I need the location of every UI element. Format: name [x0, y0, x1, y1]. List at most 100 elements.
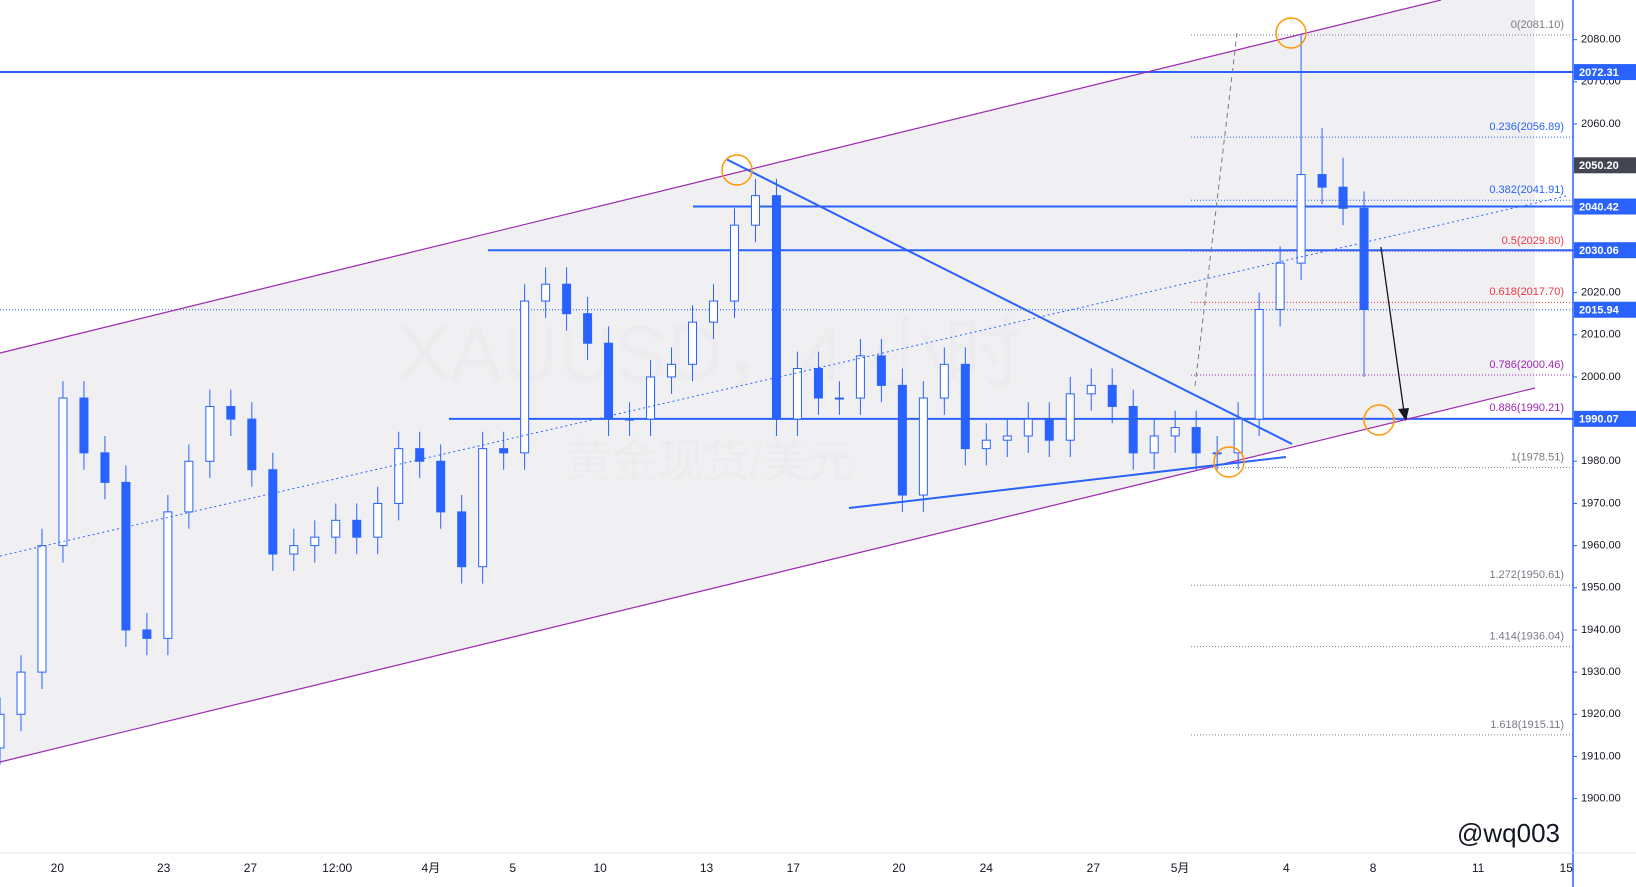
candle-body	[876, 355, 886, 386]
candle-body	[226, 405, 236, 420]
x-tick-label: 27	[244, 861, 258, 875]
y-tick-label: 1930.00	[1581, 666, 1621, 678]
fib-label: 0.618(2017.70)	[1489, 286, 1564, 298]
price-tag	[1574, 301, 1636, 318]
fib-label: 1.272(1950.61)	[1489, 569, 1564, 581]
x-tick-label: 20	[892, 861, 906, 875]
signature: @wq003	[1457, 818, 1560, 848]
y-tick-label: 1950.00	[1581, 582, 1621, 594]
y-tick-label: 2010.00	[1581, 329, 1621, 341]
x-tick-label: 15	[1560, 861, 1574, 875]
candle-body	[1086, 384, 1096, 395]
price-tag-label: 2015.94	[1579, 305, 1620, 317]
candle-body	[310, 536, 320, 547]
y-tick-label: 2020.00	[1581, 287, 1621, 299]
y-tick-label: 2000.00	[1581, 371, 1621, 383]
price-tag	[1574, 410, 1636, 427]
price-axis-bg	[1573, 0, 1636, 887]
candle-body	[121, 481, 131, 631]
candle-body	[1338, 186, 1348, 209]
price-tag	[1574, 242, 1636, 259]
x-tick-label: 5月	[1171, 861, 1190, 875]
candle-body	[729, 224, 739, 302]
trendline-down	[725, 158, 1293, 445]
candle-body	[646, 376, 656, 420]
watermark-sub: 黄金现货/美元	[566, 435, 855, 487]
fib-label: 0(2081.10)	[1511, 19, 1564, 31]
price-tag	[1574, 64, 1636, 81]
candle-body	[1128, 405, 1138, 454]
trendline-up	[848, 456, 1287, 509]
candle-body	[1296, 174, 1306, 264]
candle-body	[792, 368, 802, 420]
y-tick-label: 1970.00	[1581, 497, 1621, 509]
x-tick-label: 8	[1370, 861, 1377, 875]
candle-body	[1254, 308, 1264, 420]
x-tick-label: 27	[1087, 861, 1101, 875]
candle-body	[1170, 427, 1180, 437]
fib-label: 0.786(2000.46)	[1489, 359, 1564, 371]
candle-body	[37, 545, 47, 673]
candle-body	[583, 313, 593, 344]
y-tick-label: 1920.00	[1581, 708, 1621, 720]
candle-body	[688, 321, 698, 365]
x-tick-label: 4月	[422, 861, 441, 875]
candle-body	[205, 405, 215, 462]
x-tick-label: 20	[51, 861, 65, 875]
candle-body	[709, 300, 719, 323]
candle-body	[142, 629, 152, 639]
candle-body	[0, 713, 5, 749]
x-tick-label: 17	[787, 861, 801, 875]
y-tick-label: 1960.00	[1581, 540, 1621, 552]
candle-body	[478, 448, 488, 568]
candle-body	[939, 363, 949, 399]
candle-body	[604, 342, 614, 420]
x-tick-label: 13	[700, 861, 714, 875]
fib-label: 0.5(2029.80)	[1502, 235, 1564, 247]
x-tick-label: 12:00	[322, 861, 352, 875]
candle-body	[1107, 384, 1117, 407]
candle-body	[58, 397, 68, 547]
circle	[1275, 17, 1307, 49]
candle-body	[79, 397, 89, 454]
fib-label: 0.886(1990.21)	[1489, 402, 1564, 414]
candle-body	[331, 519, 341, 538]
overlays: 0(2081.10) 0.236(2056.89) 0.382(2041.91) 0.…	[0, 19, 1573, 765]
price-tag-label: 2072.31	[1579, 67, 1619, 79]
candle-body	[373, 502, 383, 538]
candle-body	[352, 519, 362, 538]
candle-body	[981, 439, 991, 450]
x-tick-label: 10	[594, 861, 608, 875]
candle-body	[1002, 435, 1012, 441]
candle-body	[813, 368, 823, 399]
x-tick-label: 24	[980, 861, 994, 875]
candle-body	[457, 511, 467, 568]
candle-body	[1275, 262, 1285, 310]
x-tick-label: 11	[1472, 861, 1485, 875]
candle-body	[1023, 418, 1033, 437]
candle-body	[625, 418, 635, 421]
candle-body	[918, 397, 928, 496]
candle-body	[541, 283, 551, 302]
candle-body	[771, 195, 781, 420]
fib-label: 1.618(1915.11)	[1490, 719, 1564, 731]
circles	[721, 17, 1395, 478]
x-tick-label: 5	[509, 861, 516, 875]
candle-body	[897, 384, 907, 496]
fib-label: 1.414(1936.04)	[1489, 631, 1564, 643]
watermark: XAUUSD，4 小时	[398, 310, 1022, 398]
candle-body	[16, 671, 26, 715]
candle-body	[289, 545, 299, 555]
y-tick-label: 1910.00	[1581, 750, 1621, 762]
y-tick-label: 1980.00	[1581, 455, 1621, 467]
candle-body	[499, 448, 509, 454]
price-tag-label: 2050.20	[1579, 160, 1619, 172]
arrow-head	[1398, 408, 1409, 421]
channel-upper	[0, 0, 1442, 354]
fib-label: 1(1978.51)	[1511, 451, 1564, 463]
y-tick-label: 1900.00	[1581, 793, 1621, 805]
candle-body	[667, 363, 677, 378]
y-tick-label: 2080.00	[1581, 34, 1621, 46]
price-tag-label: 2040.42	[1579, 201, 1619, 213]
